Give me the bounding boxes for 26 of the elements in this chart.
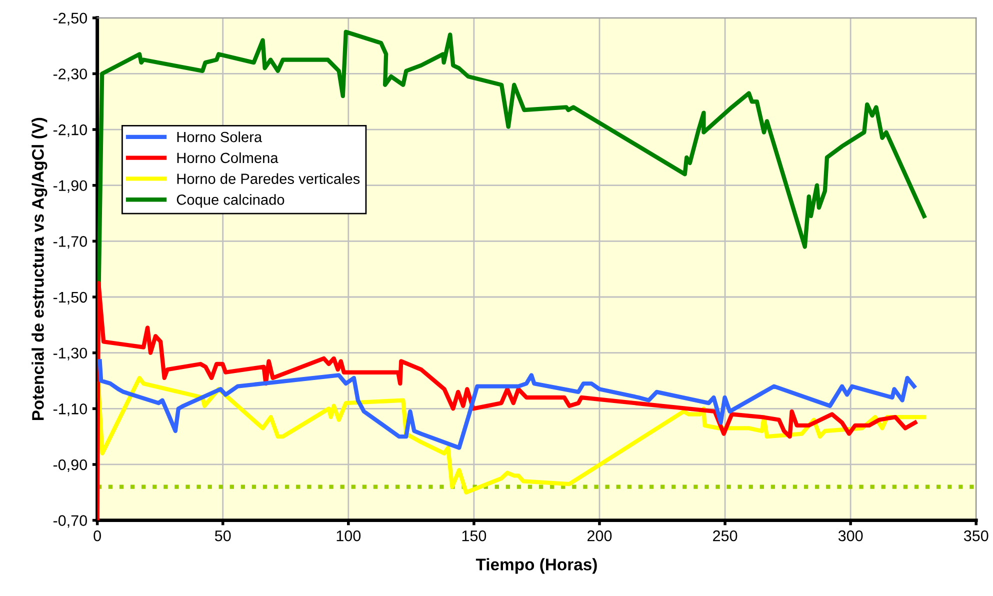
line-series [98, 359, 916, 450]
x-tick-label: 350 [964, 530, 988, 542]
y-tick-label: -1,70 [53, 236, 87, 249]
legend-label: Horno Colmena [177, 152, 278, 164]
y-tick-label: -1,50 [53, 292, 87, 304]
y-axis-title: Potencial de estructura vs Ag/AgCl (V) [32, 118, 48, 420]
y-tick-label: -2,10 [53, 124, 87, 138]
line-series [97, 280, 918, 520]
x-tick-label: 200 [588, 530, 612, 542]
x-tick-label: 100 [336, 530, 361, 542]
y-tick-label: -1,30 [53, 348, 87, 360]
x-tick-label: 0 [94, 530, 101, 542]
y-tick-label: -0,90 [53, 459, 87, 472]
y-tick-label: -0,70 [53, 515, 87, 528]
legend-label: Horno de Paredes verticales [177, 173, 360, 184]
y-tick-label: -1,10 [53, 404, 87, 416]
x-tick-label: 150 [462, 530, 486, 542]
x-tick-label: 250 [713, 530, 738, 542]
y-tick-label: -1,90 [53, 180, 87, 193]
x-tick-label: 300 [838, 530, 863, 542]
legend-label: Coque calcinado [176, 194, 284, 208]
y-tick-label: -2,50 [53, 12, 87, 26]
x-axis-title: Tiempo (Horas) [476, 558, 597, 574]
legend-label: Horno Solera [177, 131, 262, 142]
y-tick-label: -2,30 [53, 68, 87, 82]
x-tick-label: 50 [214, 530, 231, 542]
